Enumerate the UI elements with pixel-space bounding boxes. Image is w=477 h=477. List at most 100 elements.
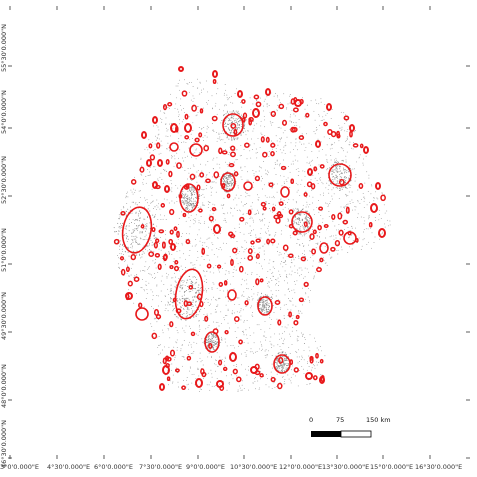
point [282, 352, 284, 354]
point [297, 218, 299, 219]
point [261, 299, 263, 301]
point [186, 307, 188, 309]
point [139, 212, 141, 214]
point [239, 94, 241, 96]
point [206, 373, 208, 375]
point [197, 367, 199, 369]
point [292, 317, 293, 319]
cluster-ellipse-small [212, 328, 219, 335]
point [315, 129, 317, 131]
point [288, 288, 290, 290]
cluster-ellipse-small [289, 359, 294, 365]
point [208, 337, 210, 339]
point [303, 277, 304, 279]
point [163, 261, 165, 263]
point [167, 304, 169, 306]
point [241, 106, 243, 108]
point [180, 286, 182, 288]
point [326, 203, 328, 205]
point [196, 279, 198, 280]
point [202, 270, 204, 272]
point [138, 225, 139, 227]
point [184, 197, 186, 199]
point [341, 211, 343, 212]
point [266, 300, 268, 302]
point [205, 288, 206, 290]
point [144, 224, 146, 226]
point [189, 138, 191, 140]
point [248, 327, 250, 329]
point [202, 136, 204, 138]
cluster-ellipse [349, 124, 355, 132]
point [213, 131, 215, 133]
point [201, 244, 203, 246]
point [250, 235, 252, 237]
point [306, 104, 308, 106]
point [314, 367, 316, 369]
point [165, 170, 167, 172]
point [286, 354, 287, 356]
point [305, 232, 307, 234]
point [286, 365, 288, 367]
point [225, 149, 227, 151]
point [190, 367, 191, 369]
point [268, 244, 270, 246]
point [190, 219, 191, 221]
point [132, 263, 134, 265]
point [191, 201, 193, 203]
point [351, 199, 353, 201]
point [149, 167, 151, 169]
cluster-ellipse-small [221, 150, 228, 155]
point [179, 282, 181, 284]
point [284, 358, 286, 360]
point [295, 256, 296, 258]
point [253, 286, 255, 288]
point [264, 126, 266, 128]
point [264, 169, 266, 171]
point [248, 389, 250, 391]
point [263, 250, 265, 252]
point [197, 111, 199, 113]
point [236, 88, 238, 90]
point [244, 272, 246, 274]
point [269, 327, 271, 329]
point [206, 289, 207, 291]
point [318, 236, 320, 237]
point [198, 292, 200, 294]
point [161, 145, 163, 147]
point [358, 156, 360, 158]
point [332, 235, 334, 237]
point [186, 297, 188, 299]
point [304, 115, 306, 117]
point [349, 168, 351, 169]
point [316, 168, 318, 170]
cluster-ellipse-small [169, 265, 174, 270]
point [278, 254, 280, 256]
point [182, 268, 184, 270]
point [297, 210, 299, 212]
point [320, 120, 322, 122]
point [312, 265, 314, 267]
cluster-ellipse-small [260, 136, 265, 143]
cluster-ellipse-small [270, 142, 276, 148]
point [191, 156, 193, 158]
point [309, 240, 311, 241]
point [279, 252, 281, 254]
point [347, 129, 349, 130]
point [150, 274, 152, 276]
point [197, 169, 199, 171]
point [386, 219, 388, 221]
point [123, 235, 125, 237]
cluster-ellipse [315, 140, 321, 148]
point [335, 183, 337, 185]
point [148, 266, 150, 268]
point [183, 280, 185, 282]
point [306, 133, 308, 135]
point [298, 171, 300, 172]
point [236, 129, 238, 131]
lon-label-12-00: 12°0'0.000"E [279, 463, 323, 471]
point [194, 193, 195, 195]
point [164, 169, 166, 171]
point [276, 283, 278, 284]
point [338, 223, 340, 225]
